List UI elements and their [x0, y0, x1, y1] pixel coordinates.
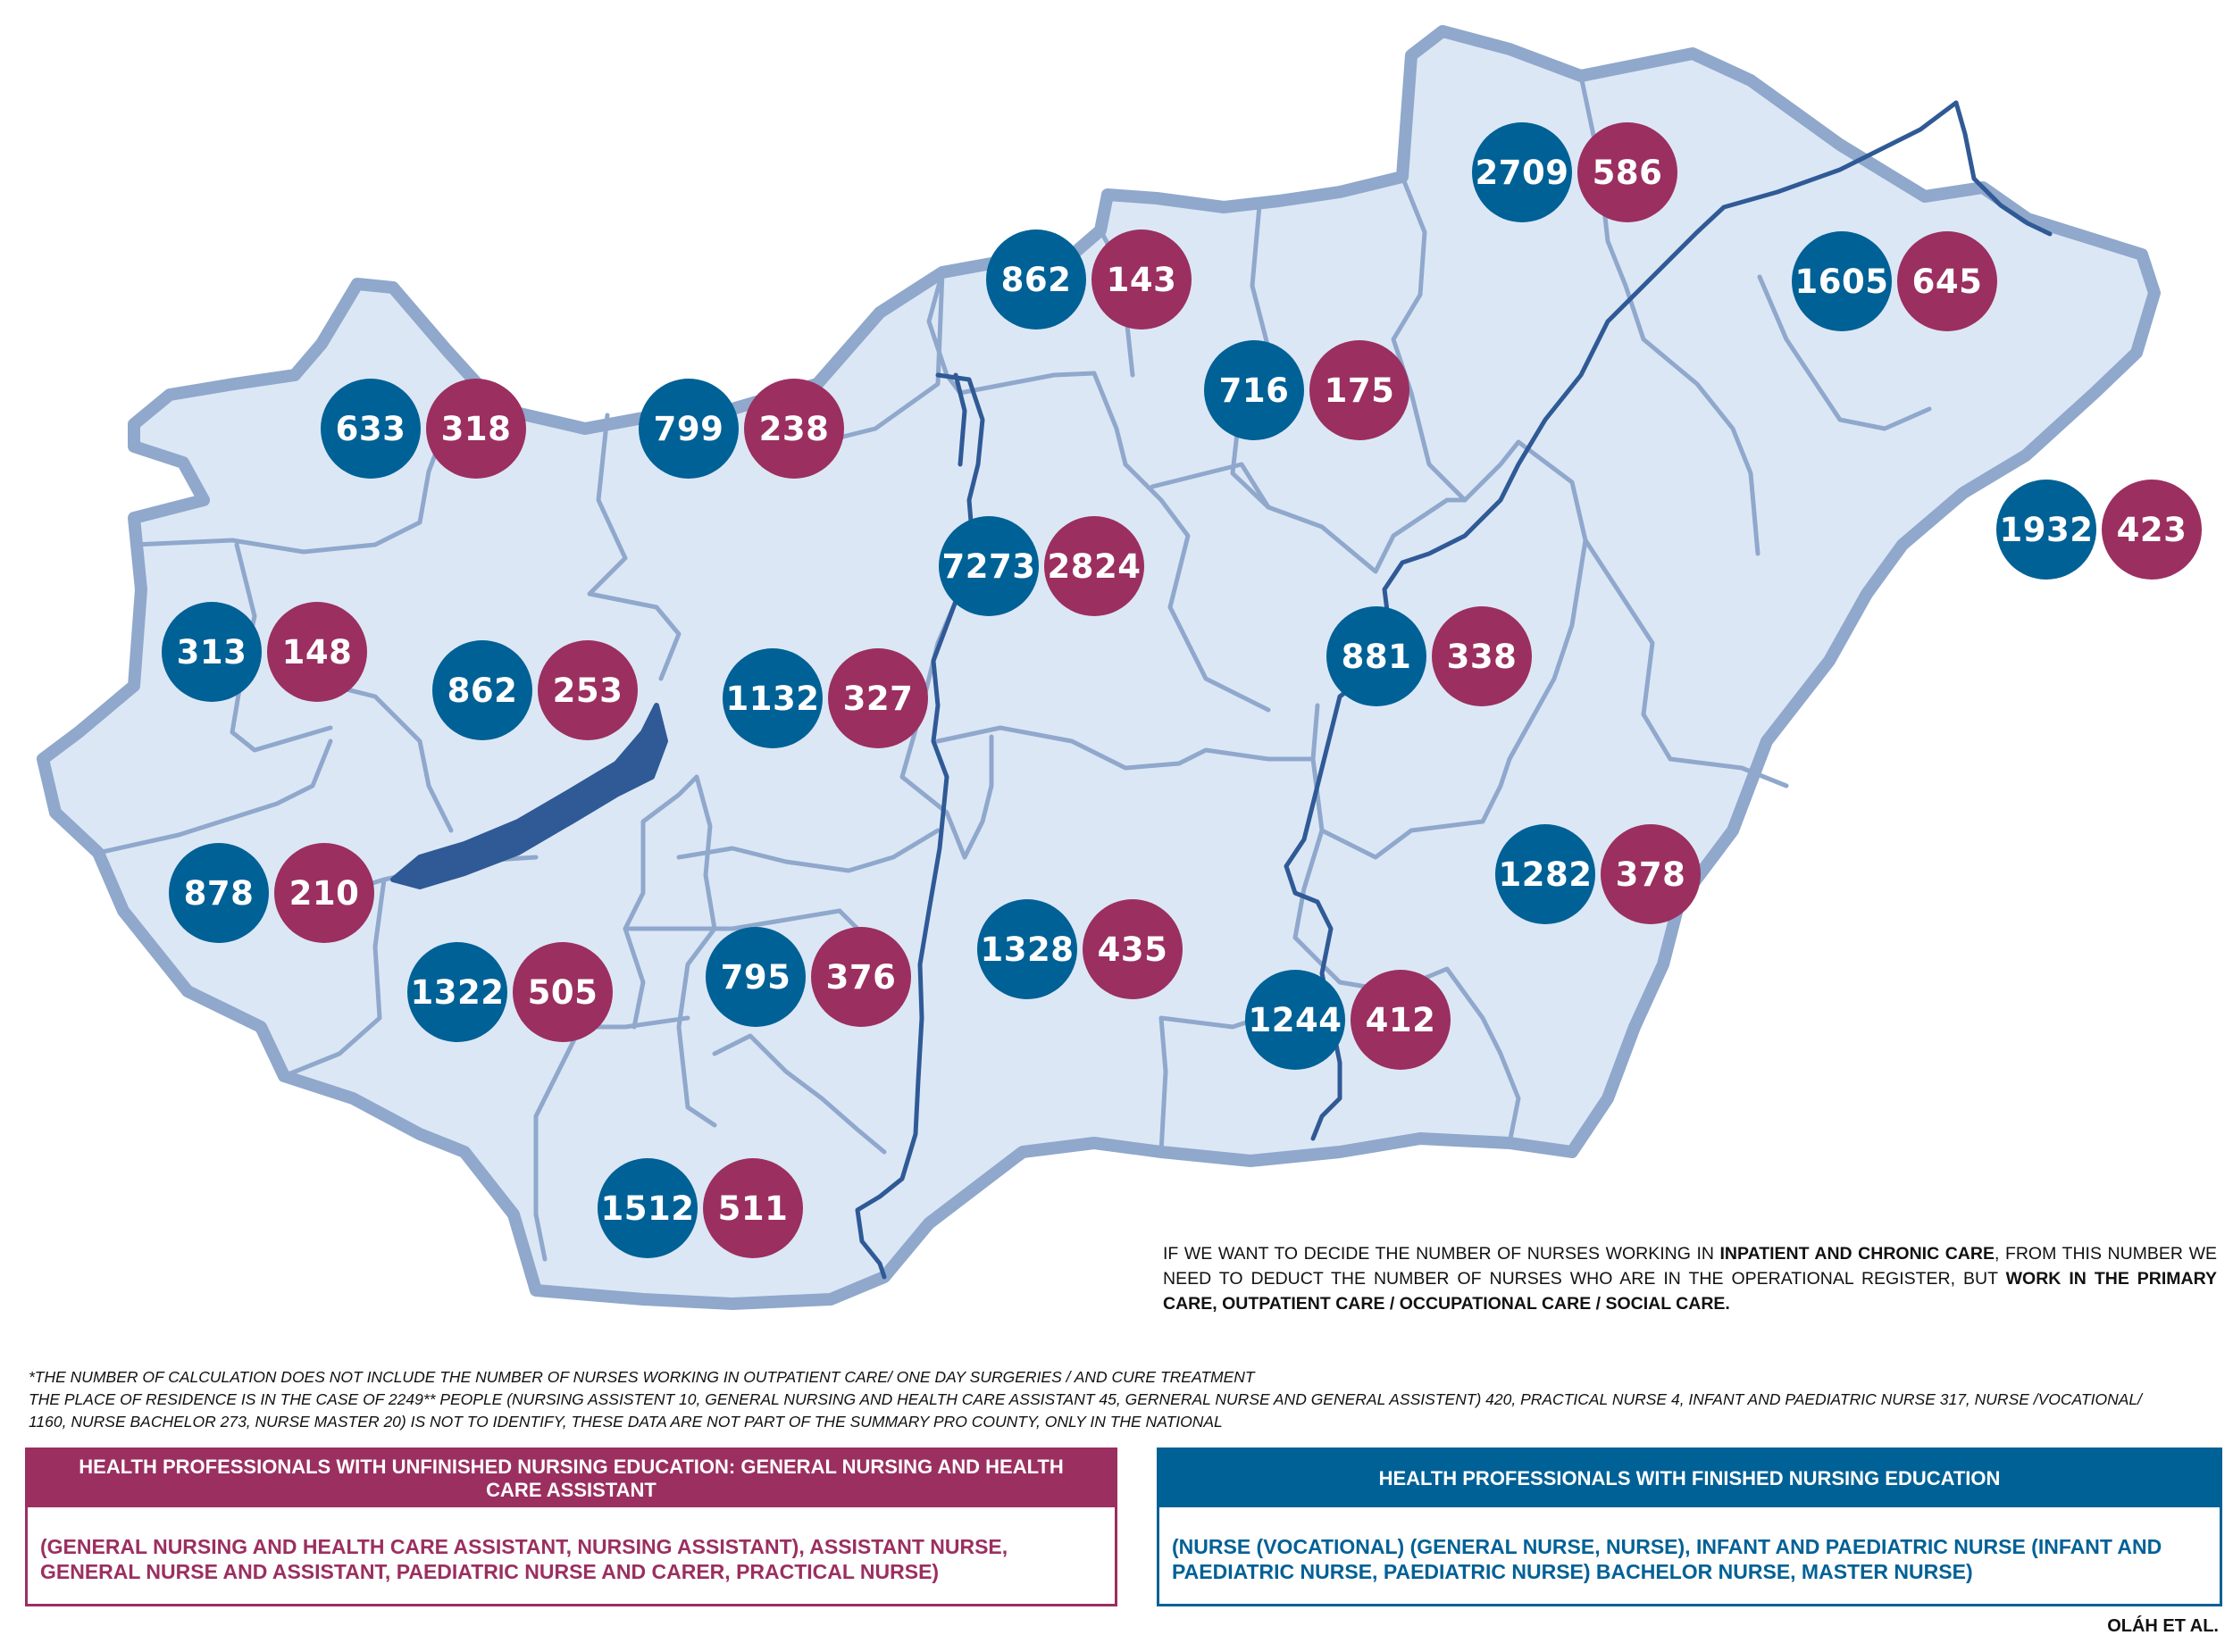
unfinished-count-badge: 586: [1577, 122, 1677, 222]
note-text-2: , FROM THIS NUMBER WE NEED TO DEDUCT THE…: [1163, 1244, 2217, 1289]
finished-count-badge: 1282: [1495, 824, 1595, 924]
footnote-2: THE PLACE OF RESIDENCE IS IN THE CASE OF…: [29, 1390, 2143, 1408]
author-credit: OLÁH ET AL.: [2107, 1616, 2219, 1636]
finished-count-badge: 1132: [723, 648, 823, 748]
footnote-3: 1160, NURSE BACHELOR 273, NURSE MASTER 2…: [29, 1413, 1223, 1431]
finished-count-badge: 633: [321, 379, 421, 479]
unfinished-count-badge: 645: [1897, 231, 1997, 331]
finished-count-badge: 795: [706, 927, 806, 1027]
legend-finished: HEALTH PROFESSIONALS WITH FINISHED NURSI…: [1157, 1448, 2222, 1606]
unfinished-count-badge: 435: [1083, 899, 1183, 999]
note-text-1: IF WE WANT TO DECIDE THE NUMBER OF NURSE…: [1163, 1244, 1720, 1264]
finished-count-badge: 799: [639, 379, 739, 479]
legend-finished-text: (NURSE (VOCATIONAL) (GENERAL NURSE, NURS…: [1172, 1535, 2162, 1583]
finished-count-badge: 862: [986, 229, 1086, 330]
finished-count-badge: 1512: [598, 1158, 698, 1258]
footnote-1: *THE NUMBER OF CALCULATION DOES NOT INCL…: [29, 1368, 1255, 1386]
finished-count-badge: 1244: [1245, 970, 1345, 1070]
finished-count-badge: 1328: [977, 899, 1077, 999]
unfinished-count-badge: 423: [2102, 480, 2202, 580]
finished-count-badge: 862: [432, 640, 532, 740]
unfinished-count-badge: 511: [703, 1158, 803, 1258]
unfinished-count-badge: 378: [1601, 824, 1701, 924]
finished-count-badge: 878: [169, 843, 269, 943]
unfinished-count-badge: 327: [828, 648, 928, 748]
unfinished-count-badge: 338: [1432, 606, 1532, 706]
note-bold-1: INPATIENT AND CHRONIC CARE: [1719, 1244, 1995, 1264]
unfinished-count-badge: 505: [513, 942, 613, 1042]
finished-count-badge: 1932: [1996, 480, 2096, 580]
finished-count-badge: 881: [1326, 606, 1426, 706]
legend-unfinished-title: HEALTH PROFESSIONALS WITH UNFINISHED NUR…: [28, 1450, 1115, 1507]
unfinished-count-badge: 318: [426, 379, 526, 479]
unfinished-count-badge: 2824: [1044, 516, 1144, 616]
unfinished-count-badge: 376: [811, 927, 911, 1027]
finished-count-badge: 2709: [1472, 122, 1572, 222]
finished-count-badge: 313: [162, 602, 262, 702]
unfinished-count-badge: 253: [538, 640, 638, 740]
unfinished-count-badge: 148: [267, 602, 367, 702]
finished-count-badge: 716: [1204, 340, 1304, 440]
legend-finished-title: HEALTH PROFESSIONALS WITH FINISHED NURSI…: [1159, 1450, 2220, 1507]
legend-unfinished-text: (GENERAL NURSING AND HEALTH CARE ASSISTA…: [40, 1535, 1008, 1583]
unfinished-count-badge: 412: [1351, 970, 1451, 1070]
note-bold-2: WORK IN THE PRIMARY CARE, OUTPATIENT CAR…: [1163, 1269, 2217, 1314]
finished-count-badge: 7273: [939, 516, 1039, 616]
legend-unfinished: HEALTH PROFESSIONALS WITH UNFINISHED NUR…: [25, 1448, 1117, 1606]
unfinished-count-badge: 175: [1309, 340, 1409, 440]
lake-balaton: [390, 703, 668, 889]
unfinished-count-badge: 238: [744, 379, 844, 479]
unfinished-count-badge: 210: [274, 843, 374, 943]
inpatient-care-note: IF WE WANT TO DECIDE THE NUMBER OF NURSE…: [1163, 1241, 2217, 1316]
finished-count-badge: 1322: [407, 942, 507, 1042]
finished-count-badge: 1605: [1792, 231, 1892, 331]
unfinished-count-badge: 143: [1091, 229, 1192, 330]
